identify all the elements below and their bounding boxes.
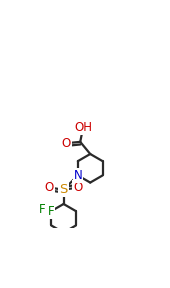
Text: O: O (73, 181, 82, 194)
Text: O: O (61, 137, 71, 150)
Text: F: F (48, 205, 55, 218)
Text: OH: OH (74, 121, 92, 134)
Text: O: O (45, 181, 54, 194)
Text: F: F (39, 203, 46, 216)
Text: S: S (59, 183, 68, 196)
Text: N: N (73, 169, 82, 182)
